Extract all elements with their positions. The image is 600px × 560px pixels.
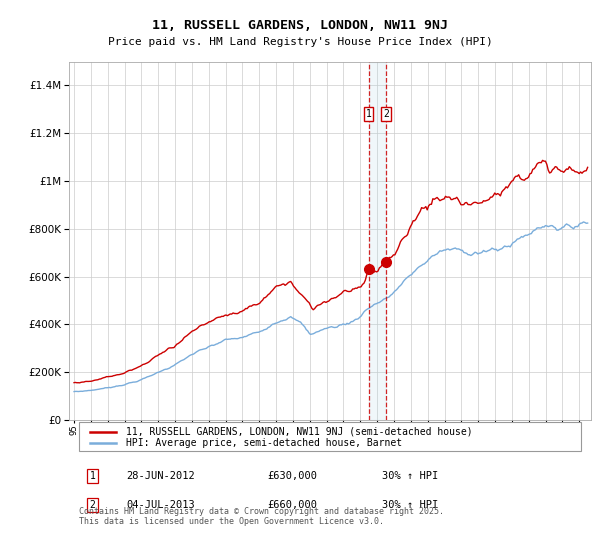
Text: £660,000: £660,000 — [268, 500, 317, 510]
Text: Contains HM Land Registry data © Crown copyright and database right 2025.
This d: Contains HM Land Registry data © Crown c… — [79, 507, 445, 526]
Text: 28-JUN-2012: 28-JUN-2012 — [127, 471, 195, 481]
Text: 11, RUSSELL GARDENS, LONDON, NW11 9NJ: 11, RUSSELL GARDENS, LONDON, NW11 9NJ — [152, 18, 448, 32]
Text: 2: 2 — [383, 109, 389, 119]
Text: HPI: Average price, semi-detached house, Barnet: HPI: Average price, semi-detached house,… — [127, 438, 403, 448]
Text: Price paid vs. HM Land Registry's House Price Index (HPI): Price paid vs. HM Land Registry's House … — [107, 37, 493, 47]
Text: 11, RUSSELL GARDENS, LONDON, NW11 9NJ (semi-detached house): 11, RUSSELL GARDENS, LONDON, NW11 9NJ (s… — [127, 427, 473, 437]
FancyBboxPatch shape — [79, 422, 581, 451]
Text: 04-JUL-2013: 04-JUL-2013 — [127, 500, 195, 510]
Text: 1: 1 — [89, 471, 95, 481]
Text: 1: 1 — [365, 109, 371, 119]
Text: £630,000: £630,000 — [268, 471, 317, 481]
Text: 2: 2 — [89, 500, 95, 510]
Bar — [368, 62, 386, 420]
Text: 30% ↑ HPI: 30% ↑ HPI — [382, 500, 439, 510]
Text: 30% ↑ HPI: 30% ↑ HPI — [382, 471, 439, 481]
